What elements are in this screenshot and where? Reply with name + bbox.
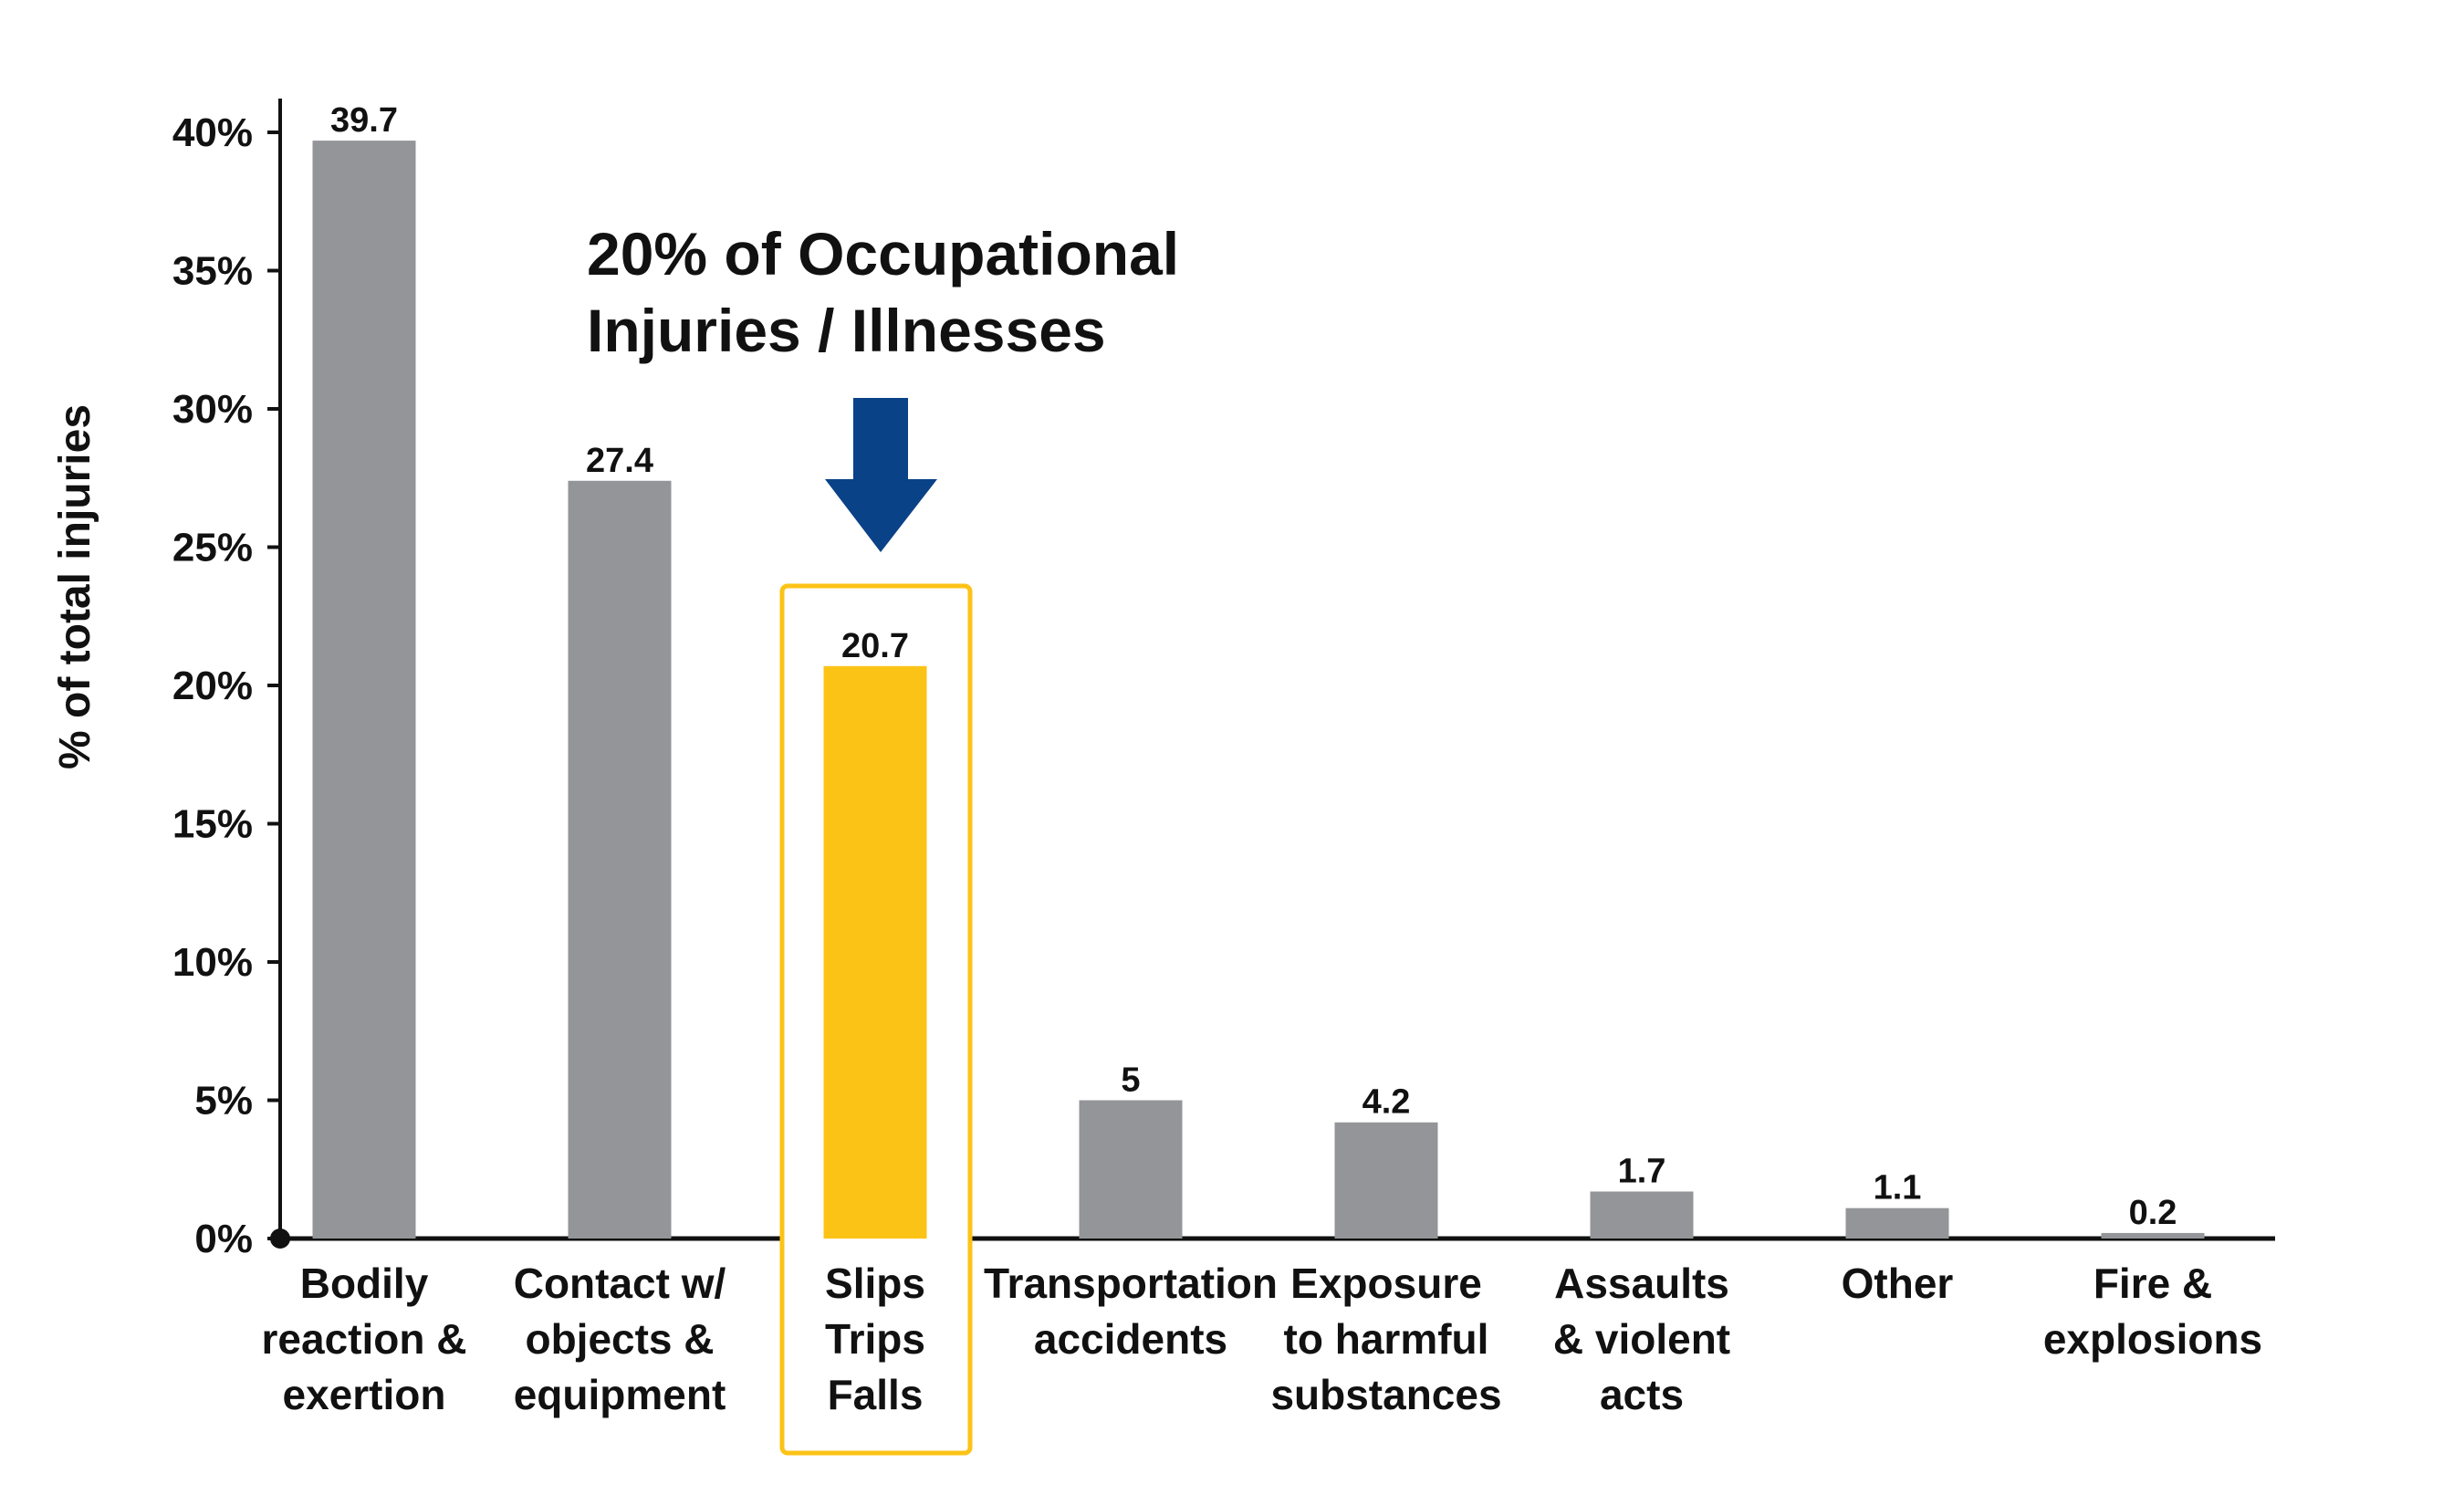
bar xyxy=(1334,1122,1438,1239)
value-label: 20.7 xyxy=(841,627,909,665)
y-axis-title: % of total injuries xyxy=(51,404,99,769)
y-tick-label: 10% xyxy=(172,940,253,985)
bar xyxy=(568,480,672,1239)
value-label: 0.2 xyxy=(2129,1194,2177,1232)
annotation-text: 20% of Occupational Injuries / Illnesses xyxy=(587,220,1179,364)
y-tick-label: 0% xyxy=(194,1217,253,1261)
value-label: 39.7 xyxy=(330,101,398,140)
down-arrow-icon xyxy=(825,398,937,552)
x-category-label: Contact w/objects & equipment xyxy=(514,1260,726,1418)
bar xyxy=(312,141,416,1239)
value-labels: 39.7 27.4 20.7 5 4.2 1.7 1.1 0.2 xyxy=(330,101,2177,1232)
value-label: 1.1 xyxy=(1874,1169,1922,1208)
value-label: 27.4 xyxy=(586,442,653,480)
annotation: 20% of Occupational Injuries / Illnesses xyxy=(587,220,1179,552)
value-label: 5 xyxy=(1121,1061,1140,1100)
y-tick-label: 15% xyxy=(172,802,253,847)
bar xyxy=(1079,1100,1183,1239)
x-category-label: Fire & explosions xyxy=(2043,1260,2262,1363)
bars xyxy=(312,141,2205,1239)
bar xyxy=(1590,1191,1694,1239)
value-label: 4.2 xyxy=(1363,1083,1411,1122)
x-category-label: Assaults & violent acts xyxy=(1553,1260,1730,1418)
x-category-label: Other xyxy=(1842,1260,1954,1307)
x-category-label: Slips Trips Falls xyxy=(825,1260,925,1418)
bar xyxy=(1845,1208,1949,1239)
y-tick-label: 5% xyxy=(194,1079,253,1124)
category-labels: Bodily reaction & exertion Contact w/object… xyxy=(262,1260,2263,1418)
bar xyxy=(823,665,927,1239)
y-tick-label: 40% xyxy=(172,110,253,155)
y-axis-ticks: 0% 5% 10% 15% 20% 25% 30% 35% 40% xyxy=(172,110,280,1261)
y-tick-label: 35% xyxy=(172,249,253,294)
x-category-label: Bodily reaction & exertion xyxy=(262,1260,467,1418)
y-tick-label: 25% xyxy=(172,526,253,570)
x-category-label: Transportation accidents xyxy=(984,1260,1278,1363)
x-category-label: Exposure to harmful substances xyxy=(1270,1260,1501,1418)
y-tick-label: 20% xyxy=(172,664,253,708)
bar xyxy=(2101,1232,2205,1239)
value-label: 1.7 xyxy=(1618,1152,1666,1190)
y-tick-label: 30% xyxy=(172,387,253,432)
